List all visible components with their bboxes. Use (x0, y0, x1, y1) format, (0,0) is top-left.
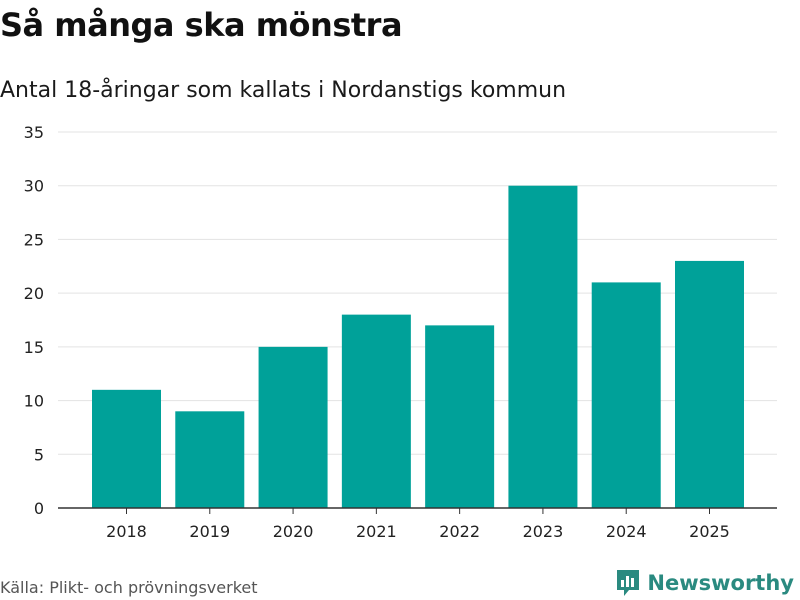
y-tick-label: 20 (24, 284, 44, 303)
y-tick-label: 35 (24, 123, 44, 142)
brand-logo[interactable]: Newsworthy (615, 568, 794, 598)
x-tick-label: 2019 (189, 522, 230, 541)
bars (92, 185, 744, 508)
x-tick-label: 2021 (356, 522, 397, 541)
chart-subtitle: Antal 18-åringar som kallats i Nordansti… (0, 78, 567, 103)
y-tick-label: 25 (24, 230, 44, 249)
bar-2020 (258, 346, 328, 508)
x-tick-label: 2018 (106, 522, 147, 541)
brand-name: Newsworthy (647, 571, 794, 595)
x-tick-label: 2024 (606, 522, 647, 541)
x-tick-label: 2025 (689, 522, 730, 541)
x-tick-label: 2020 (273, 522, 314, 541)
source-note: Källa: Plikt- och prövningsverket (0, 578, 258, 597)
newsworthy-logo-icon (617, 570, 640, 596)
bar-2024 (591, 282, 661, 508)
x-axis-ticks: 2018 2019 2020 2021 2022 2023 2024 2025 (106, 508, 730, 541)
y-tick-label: 15 (24, 338, 44, 357)
bar-2018 (92, 389, 161, 508)
gridlines (58, 131, 777, 455)
y-tick-label: 10 (24, 392, 44, 411)
y-tick-label: 30 (24, 177, 44, 196)
y-tick-label: 5 (34, 445, 44, 464)
y-axis-ticks: 0 5 10 15 20 25 30 35 (24, 123, 44, 518)
bar-2019 (175, 411, 245, 508)
x-tick-label: 2023 (523, 522, 564, 541)
x-tick-label: 2022 (439, 522, 480, 541)
bar-2022 (425, 325, 495, 508)
bar-2025 (675, 260, 744, 508)
bar-2023 (508, 185, 578, 508)
chart-title: Så många ska mönstra (0, 6, 403, 44)
bar-2021 (341, 314, 411, 508)
y-tick-label: 0 (34, 499, 44, 518)
